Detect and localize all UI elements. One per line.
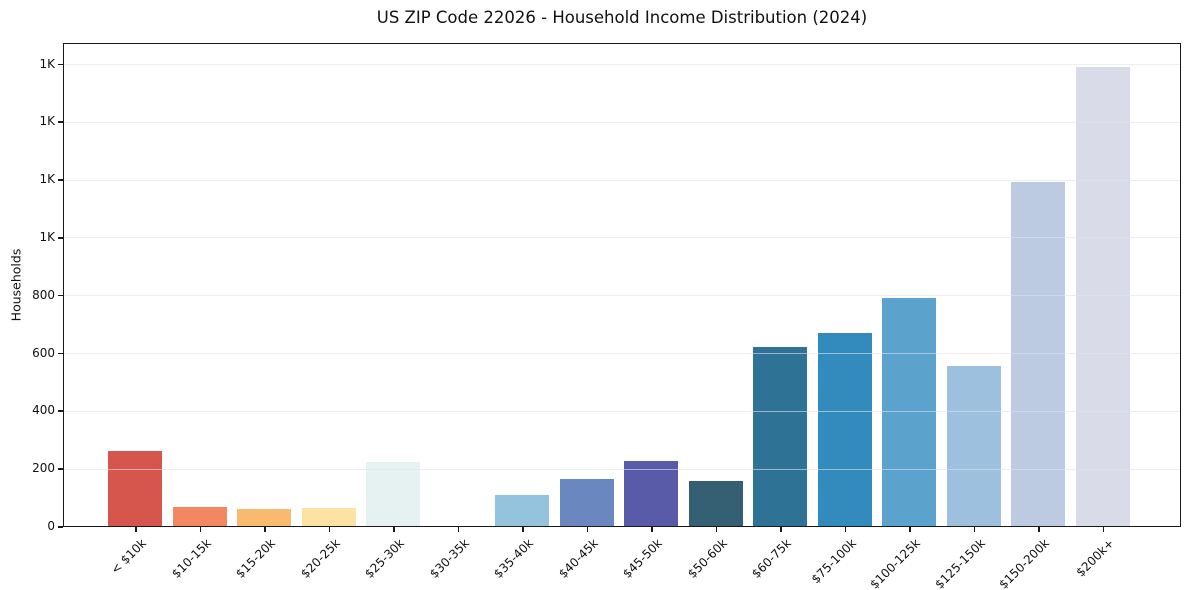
bar-$15-20k: [237, 508, 292, 526]
y-tick-mark: [58, 410, 63, 412]
gridline: [64, 121, 1180, 123]
plot-area: [63, 43, 1181, 527]
y-tick-label: 1K: [39, 114, 55, 129]
x-tick-mark: [844, 527, 847, 532]
bar-< $10k: [108, 451, 163, 526]
bar-$35-40k: [495, 494, 550, 526]
x-tick-mark: [522, 527, 524, 532]
y-tick-mark: [58, 121, 63, 123]
gridline: [64, 410, 1180, 412]
y-tick-mark: [58, 179, 63, 181]
y-tick-label: 400: [32, 403, 55, 418]
bar-$200k+: [1075, 66, 1130, 526]
y-tick-mark: [58, 526, 63, 528]
x-tick-mark: [199, 527, 202, 532]
x-tick-mark: [586, 527, 589, 532]
bar-$45-50k: [624, 461, 679, 526]
y-tick-label: 600: [32, 345, 55, 360]
y-tick-label: 1K: [39, 56, 55, 71]
x-tick-mark: [1102, 527, 1105, 532]
gridline: [64, 237, 1180, 239]
y-tick-label: 1K: [39, 230, 55, 245]
y-tick-label: 1K: [39, 172, 55, 187]
y-tick-label: 0: [47, 519, 55, 533]
y-axis-label: Households: [8, 248, 24, 322]
x-tick-mark: [328, 527, 331, 532]
gridline: [64, 468, 1180, 470]
x-tick-mark: [135, 527, 137, 532]
y-tick-label: 800: [32, 287, 55, 302]
x-tick-mark: [651, 527, 653, 532]
x-tick-mark: [909, 527, 911, 532]
bar-$150-200k: [1011, 182, 1066, 526]
bar-$50-60k: [688, 480, 743, 526]
x-tick-label: < $10k: [108, 536, 149, 577]
gridline: [64, 295, 1180, 297]
bar-$40-45k: [559, 478, 614, 526]
gridline: [64, 64, 1180, 66]
bar-$60-75k: [753, 347, 808, 526]
x-tick-mark: [264, 527, 266, 532]
bar-$75-100k: [817, 333, 872, 526]
y-tick-mark: [58, 294, 63, 297]
x-tick-mark: [780, 527, 782, 532]
bar-$100-125k: [882, 297, 937, 526]
x-tick-mark: [1038, 527, 1040, 532]
y-tick-mark: [58, 468, 63, 470]
grid-layer: [64, 44, 1180, 526]
bar-$20-25k: [301, 508, 356, 526]
chart-title: US ZIP Code 22026 - Household Income Dis…: [376, 8, 868, 27]
x-tick-mark: [393, 527, 395, 532]
gridline: [64, 353, 1180, 355]
x-tick-mark: [715, 527, 718, 532]
x-tick-mark: [457, 527, 460, 532]
y-tick-mark: [58, 63, 63, 66]
y-tick-mark: [58, 237, 63, 239]
y-tick-label: 200: [32, 461, 55, 476]
y-tick-mark: [58, 352, 63, 355]
x-tick-mark: [973, 527, 976, 532]
gridline: [64, 179, 1180, 181]
bar-$10-15k: [172, 507, 227, 526]
bar-$25-30k: [366, 461, 421, 526]
bar-$125-150k: [946, 365, 1001, 526]
